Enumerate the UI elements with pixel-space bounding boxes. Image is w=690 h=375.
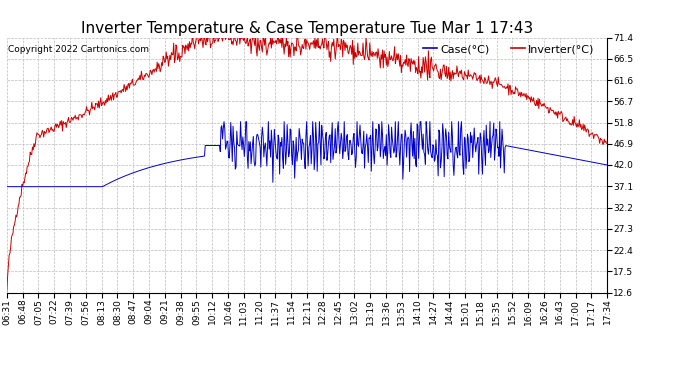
Legend: Case(°C), Inverter(°C): Case(°C), Inverter(°C) xyxy=(422,43,595,55)
Title: Inverter Temperature & Case Temperature Tue Mar 1 17:43: Inverter Temperature & Case Temperature … xyxy=(81,21,533,36)
Text: Copyright 2022 Cartronics.com: Copyright 2022 Cartronics.com xyxy=(8,45,148,54)
